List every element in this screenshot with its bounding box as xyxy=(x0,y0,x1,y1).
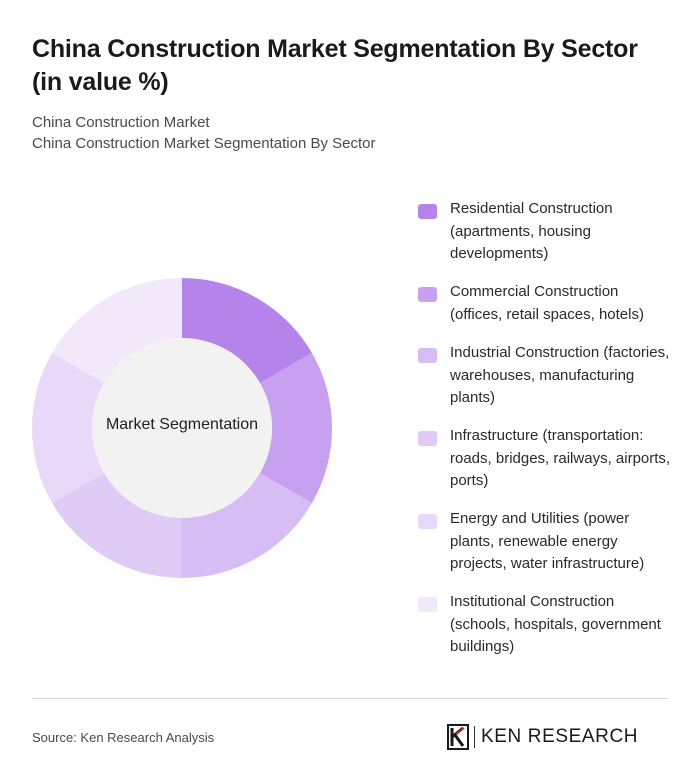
ken-research-logo-icon xyxy=(447,724,469,750)
brand-separator xyxy=(474,726,475,748)
legend-label: Energy and Utilities (power plants, rene… xyxy=(450,510,645,572)
donut-slice-5 xyxy=(32,353,105,503)
donut-slice-2 xyxy=(259,353,332,503)
donut-slice-6 xyxy=(52,278,182,383)
brand-name: KEN RESEARCH xyxy=(481,726,639,747)
legend-swatch xyxy=(418,597,437,612)
donut-center xyxy=(92,338,272,518)
ken-research-logo: KEN RESEARCH xyxy=(447,723,638,751)
legend-swatch xyxy=(418,514,437,529)
legend-swatch xyxy=(418,204,437,219)
legend-swatch xyxy=(418,431,437,446)
legend-label: Institutional Construction (schools, hos… xyxy=(450,593,661,655)
donut-center-label: Market Segmentation xyxy=(105,416,259,433)
chart-subtitle-segmentation: China Construction Market Segmentation B… xyxy=(32,135,376,152)
chart-title: China Construction Market Segmentation B… xyxy=(32,35,638,96)
donut-slice-4 xyxy=(52,473,182,578)
legend-label: Commercial Construction (offices, retail… xyxy=(450,283,644,323)
legend-swatch xyxy=(418,287,437,302)
donut-chart xyxy=(32,278,332,578)
legend-label: Infrastructure (transportation: roads, b… xyxy=(450,427,671,489)
source-note: Source: Ken Research Analysis xyxy=(32,730,215,745)
legend-swatch xyxy=(418,348,437,363)
legend-label: Industrial Construction (factories, ware… xyxy=(450,344,670,406)
chart-subtitle-market: China Construction Market xyxy=(32,114,210,131)
footer-divider xyxy=(32,698,668,699)
donut-slice-1 xyxy=(182,278,312,383)
donut-slice-3 xyxy=(182,473,312,578)
legend-label: Residential Construction (apartments, ho… xyxy=(450,200,613,262)
